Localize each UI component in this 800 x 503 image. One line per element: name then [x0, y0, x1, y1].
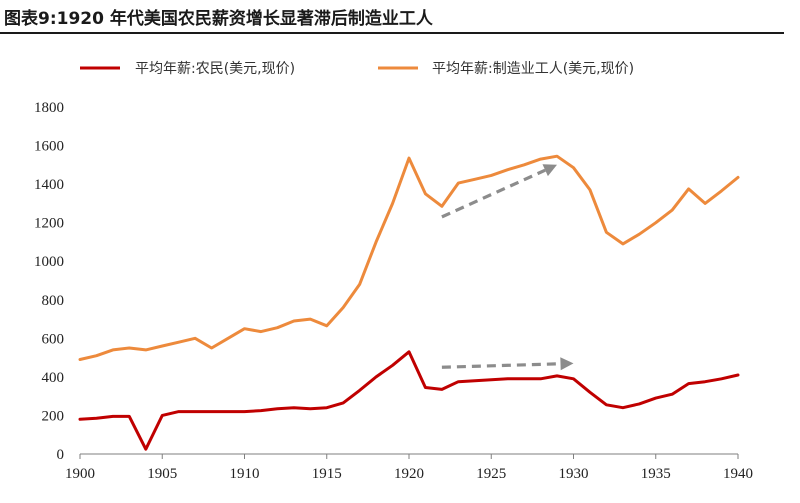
y-tick-label: 800 — [42, 293, 65, 309]
x-tick-label: 1925 — [476, 466, 506, 482]
x-tick-label: 1905 — [147, 466, 177, 482]
y-tick-label: 1200 — [34, 216, 64, 232]
series-lines — [78, 154, 740, 451]
series-line-farmers — [78, 350, 740, 451]
legend-label: 平均年薪:农民(美元,现价) — [135, 61, 295, 77]
x-tick-label: 1900 — [65, 466, 95, 482]
x-tick-label: 1935 — [641, 466, 671, 482]
y-tick-label: 1400 — [34, 177, 64, 193]
y-tick-label: 400 — [42, 370, 65, 386]
y-tick-label: 1000 — [34, 254, 64, 270]
chart-title: 图表9:1920 年代美国农民薪资增长显著滞后制造业工人 — [4, 9, 433, 29]
annotations — [441, 164, 574, 371]
legend: 平均年薪:农民(美元,现价) 平均年薪:制造业工人(美元,现价) — [80, 61, 634, 77]
title-bar: 图表9:1920 年代美国农民薪资增长显著滞后制造业工人 — [0, 0, 800, 34]
y-tick-label: 600 — [42, 331, 65, 347]
x-tick-label: 1920 — [394, 466, 424, 482]
trend-arrow-head — [542, 164, 557, 177]
y-tick-label: 0 — [57, 447, 65, 463]
x-tick-label: 1930 — [559, 466, 589, 482]
y-tick-label: 1600 — [34, 139, 64, 155]
y-tick-label: 200 — [42, 408, 65, 424]
trend-arrow-shaft — [441, 168, 546, 219]
x-tick-label: 1940 — [723, 466, 753, 482]
title-divider — [0, 32, 784, 34]
trend-arrow-shaft — [441, 362, 561, 369]
trend-arrow-head — [560, 357, 574, 371]
y-tick-label: 1800 — [34, 100, 64, 116]
x-tick-label: 1915 — [312, 466, 342, 482]
axes: 1900 1905 1910 1915 1920 1925 1930 1935 1940 0 200… — [34, 100, 753, 482]
x-tick-label: 1910 — [230, 466, 260, 482]
series-line-manufacturing — [78, 154, 740, 361]
legend-label: 平均年薪:制造业工人(美元,现价) — [432, 61, 634, 77]
